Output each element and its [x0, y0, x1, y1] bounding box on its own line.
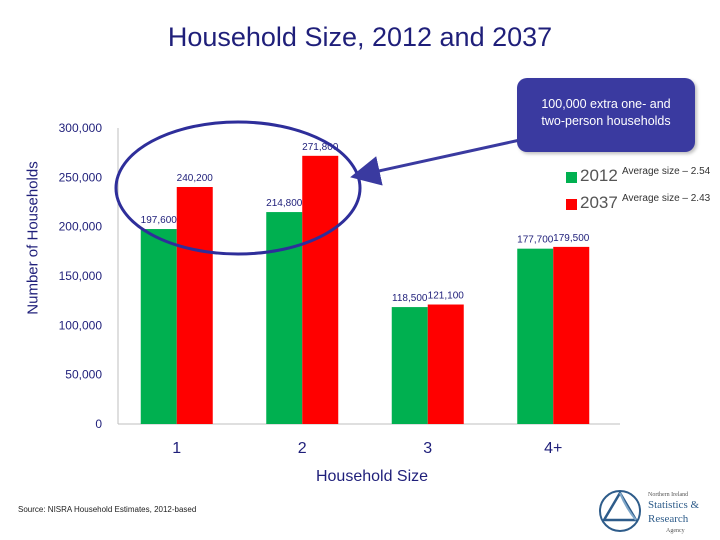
- bar-2012-3: [391, 307, 428, 424]
- x-tick-label: 1: [172, 440, 181, 457]
- bar-value-label: 240,200: [177, 173, 214, 184]
- legend-year-2012: 2012: [580, 166, 618, 185]
- logo-line-1: Northern Ireland: [648, 492, 688, 498]
- bar-value-label: 197,600: [141, 215, 178, 226]
- logo-line-4: Agency: [666, 528, 685, 534]
- callout-arrow: [350, 138, 521, 186]
- bar-value-label: 214,800: [266, 198, 303, 209]
- chart-title: Household Size, 2012 and 2037: [167, 22, 553, 52]
- y-tick-label: 150,000: [59, 269, 103, 283]
- highlight-ellipse: [114, 120, 362, 256]
- y-tick-label: 50,000: [65, 368, 102, 382]
- legend-note-2037: Average size – 2.43: [622, 193, 711, 204]
- x-tick-label: 4+: [544, 440, 562, 457]
- bar-value-label: 121,100: [428, 291, 465, 302]
- x-axis-label: Household Size: [315, 468, 429, 485]
- callout-line-1: 100,000 extra one- and: [541, 97, 671, 111]
- y-tick-label: 250,000: [59, 170, 103, 184]
- bar-value-label: 179,500: [553, 233, 590, 244]
- bar-2037-1: [176, 187, 213, 424]
- nisra-logo: Northern Ireland Statistics & Research A…: [599, 490, 699, 534]
- nisra-triangle-logo-icon: [599, 490, 641, 532]
- bar-value-label: 177,700: [517, 235, 554, 246]
- bar-value-label: 118,500: [392, 293, 428, 304]
- y-tick-label: 200,000: [59, 220, 103, 234]
- bar-2012-1: [140, 229, 177, 424]
- legend-year-2037: 2037: [580, 193, 618, 212]
- bar-2037-3: [427, 304, 464, 424]
- x-tick-label: 2: [298, 440, 307, 457]
- bar-2012-4+: [517, 248, 554, 424]
- y-tick-label: 300,000: [59, 121, 103, 135]
- callout-box: 100,000 extra one- and two-person househ…: [517, 78, 695, 152]
- legend-swatch-2012: [566, 172, 577, 183]
- y-tick-label: 100,000: [59, 318, 103, 332]
- legend-note-2012: Average size – 2.54: [622, 166, 711, 177]
- callout-line-2: two-person households: [541, 114, 671, 128]
- y-tick-label: 0: [95, 417, 102, 431]
- x-tick-label: 3: [423, 440, 432, 457]
- legend-swatch-2037: [566, 199, 577, 210]
- bar-2037-4+: [553, 246, 590, 424]
- bar-2037-2: [302, 155, 339, 424]
- source-note: Source: NISRA Household Estimates, 2012-…: [18, 505, 197, 514]
- bar-value-label: 271,800: [302, 142, 339, 153]
- y-axis-label: Number of Households: [24, 161, 42, 315]
- bar-2012-2: [266, 212, 303, 424]
- logo-line-2: Statistics &: [648, 499, 699, 511]
- logo-line-3: Research: [648, 513, 689, 525]
